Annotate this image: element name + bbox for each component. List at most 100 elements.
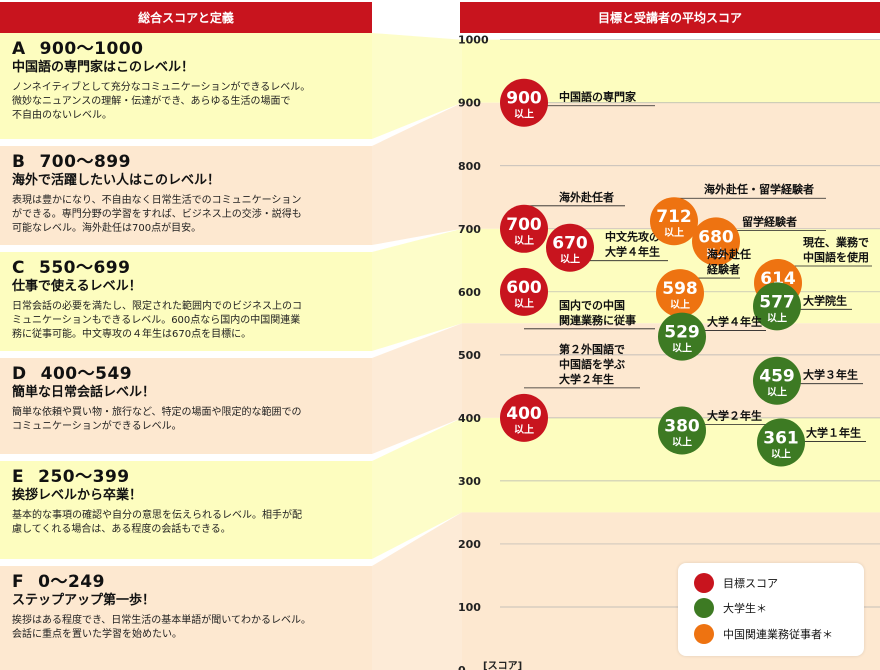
level-panel-bg	[0, 566, 372, 670]
point-marker	[753, 282, 801, 331]
point-marker	[692, 217, 740, 266]
y-tick-label: 100	[458, 601, 481, 614]
y-tick-label: 800	[458, 160, 481, 173]
point-value: 700	[506, 215, 542, 235]
legend-dot-target	[694, 573, 714, 593]
level-description-line: 表現は豊かになり、不自由なく日常生活でのコミュニケーション	[12, 195, 302, 206]
point-label: 関連業務に従事	[559, 313, 636, 327]
level-heading: A 900〜1000	[12, 39, 372, 59]
level-heading: F 0〜249	[12, 572, 372, 592]
point-label: 大学４年生	[605, 245, 660, 259]
level-description-line: 慮してくれる場合は、ある程度の会話もできる。	[12, 524, 231, 535]
level-f: F 0〜249 ステップアップ第一歩！ 挨拶はある程度でき、日常生活の基本単語が聞いて…	[0, 566, 372, 670]
level-description-line: 可能なレベル。海外赴任は700点が目安。	[12, 223, 202, 234]
level-a: A 900〜1000 中国語の専門家はこのレベル！ ノンネイティブとして充分なコミュニ…	[0, 33, 372, 139]
y-axis-label: [スコア]	[483, 660, 522, 670]
level-range: 250〜399	[38, 467, 130, 487]
y-tick-label: 1000	[458, 34, 489, 47]
point-suffix: 以上	[767, 311, 787, 324]
point-marker	[500, 267, 548, 316]
point-suffix: 以上	[672, 435, 692, 448]
level-b: B 700〜899 海外で活躍したい人はこのレベル！ 表現は豊かになり、不自由なく日常…	[0, 146, 372, 245]
point-label: 中国語を使用	[803, 250, 869, 264]
point-marker	[500, 393, 548, 442]
point-suffix: 以上	[514, 108, 534, 121]
level-description-line: 日常会話の必要を満たし、限定された範囲内でのビジネス上のコ	[12, 301, 302, 312]
level-description-line: 微妙なニュアンスの理解・伝達ができ、あらゆる生活の場面で	[12, 96, 291, 107]
point-suffix: 以上	[560, 253, 580, 266]
level-description-line: コミュニケーションができるレベル。	[12, 421, 182, 432]
level-range: 550〜699	[38, 258, 131, 278]
level-e: E 250〜399 挨拶レベルから卒業！ 基本的な事項の確認や自分の意思を伝えられるレ…	[0, 461, 372, 559]
point-label: 大学１年生	[806, 425, 861, 439]
level-description-line: 基本的な事項の確認や自分の意思を伝えられるレベル。相手が配	[12, 510, 302, 521]
point-label: 大学院生	[803, 293, 847, 307]
legend-dot-worker	[694, 624, 714, 644]
point-value: 600	[506, 278, 542, 298]
y-tick-label: 400	[458, 412, 481, 425]
level-panel-bg	[0, 461, 372, 559]
level-description-line: 挨拶はある程度でき、日常生活の基本単語が聞いてわかるレベル。	[12, 615, 311, 626]
level-c: C 550〜699 仕事で使えるレベル！ 日常会話の必要を満たし、限定された範囲内での…	[0, 252, 372, 351]
level-description: ノンネイティブとして充分なコミュニケーションができるレベル。 微妙なニュアンスの理…	[12, 81, 372, 123]
level-grade: D	[12, 364, 27, 384]
point-suffix: 以上	[664, 226, 684, 239]
point-suffix: 以上	[767, 386, 787, 399]
y-tick-label: 600	[458, 286, 481, 299]
level-range: 700〜899	[39, 152, 131, 172]
level-range: 400〜549	[40, 364, 133, 384]
point-marker	[753, 356, 801, 405]
legend-dot-student	[694, 598, 714, 618]
level-tagline: 中国語の専門家はこのレベル！	[12, 60, 195, 75]
point-value: 900	[506, 89, 542, 109]
level-heading: B 700〜899	[12, 152, 372, 172]
point-marker	[546, 223, 594, 272]
point-label: 海外赴任・留学経験者	[704, 182, 814, 196]
point-label: 中国語を学ぶ	[559, 357, 625, 371]
point-marker	[650, 197, 698, 246]
y-tick-label: 0	[458, 664, 466, 670]
point-value: 712	[656, 207, 692, 227]
level-description-line: 不自由のないレベル。	[12, 110, 112, 121]
level-description: 表現は豊かになり、不自由なく日常生活でのコミュニケーション ができる。専門分野の学…	[12, 194, 372, 236]
level-description-line: ができる。専門分野の学習をすれば、ビジネス上の交渉・説得も	[12, 209, 302, 220]
point-suffix: 以上	[514, 423, 534, 436]
level-grade: B	[12, 152, 26, 172]
y-tick-label: 300	[458, 475, 481, 488]
level-d: D 400〜549 簡単な日常会話レベル！ 簡単な依頼や買い物・旅行など、特定の場面や…	[0, 358, 372, 454]
level-grade: F	[12, 572, 25, 592]
point-marker	[656, 269, 704, 318]
point-value: 577	[759, 292, 795, 312]
legend-label-student: 大学生＊	[723, 602, 767, 615]
point-label: 海外赴任者	[559, 190, 614, 204]
level-range: 0〜249	[38, 572, 105, 592]
level-heading: E 250〜399	[12, 467, 372, 487]
level-description: 日常会話の必要を満たし、限定された範囲内でのビジネス上のコ ミュニケーションもでき…	[12, 300, 372, 342]
level-tagline: 仕事で使えるレベル！	[12, 279, 142, 294]
legend-label-target: 目標スコア	[723, 577, 778, 590]
level-description-line: 簡単な依頼や買い物・旅行など、特定の場面や限定的な範囲での	[12, 407, 302, 418]
level-connector	[372, 417, 462, 559]
level-grade: C	[12, 258, 25, 278]
y-tick-label: 200	[458, 538, 481, 551]
point-label: 留学経験者	[742, 214, 797, 228]
point-marker	[757, 418, 805, 467]
level-heading: D 400〜549	[12, 364, 372, 384]
left-header: 総合スコアと定義	[0, 2, 372, 33]
point-value: 380	[664, 416, 700, 436]
level-panel-bg	[0, 146, 372, 245]
point-label: 国内での中国	[559, 298, 625, 312]
y-tick-label: 700	[458, 223, 481, 236]
point-suffix: 以上	[670, 298, 690, 311]
point-marker	[658, 312, 706, 361]
point-suffix: 以上	[514, 234, 534, 247]
level-connector	[372, 33, 462, 139]
